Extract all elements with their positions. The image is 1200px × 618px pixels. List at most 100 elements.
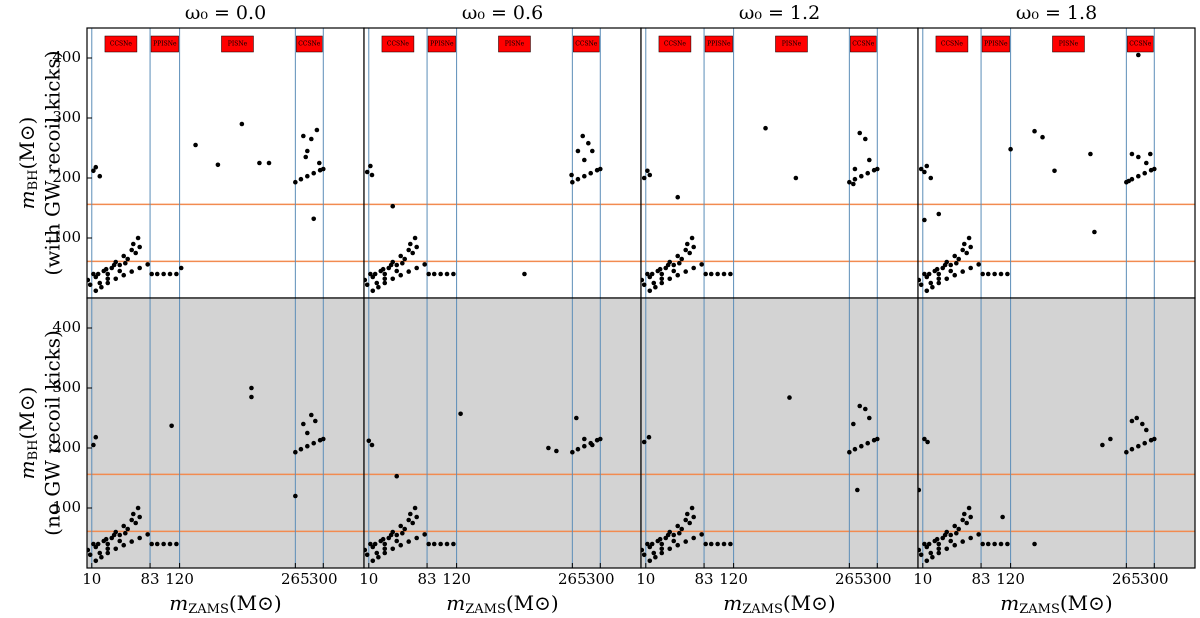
data-point — [374, 280, 380, 286]
data-point — [167, 271, 173, 277]
data-point — [976, 532, 981, 537]
data-point — [597, 436, 603, 442]
data-point — [582, 157, 587, 163]
x-tick-label: 300 — [863, 570, 892, 588]
y-tick-label: 100 — [52, 498, 81, 516]
y-tick-label: 300 — [52, 378, 81, 396]
data-point — [105, 276, 111, 282]
data-point — [936, 211, 942, 217]
data-point — [597, 166, 603, 172]
data-point — [522, 271, 527, 277]
data-point — [458, 411, 463, 417]
data-point — [394, 473, 400, 479]
data-point — [1032, 128, 1037, 134]
data-point — [930, 284, 935, 290]
data-point — [554, 448, 559, 454]
data-point — [431, 271, 437, 277]
data-point — [689, 235, 695, 241]
panel-title: ω₀ = 0.0 — [185, 2, 266, 24]
data-point — [1136, 154, 1141, 160]
data-point — [1005, 541, 1010, 547]
plot-area — [918, 298, 1195, 568]
panel-frame — [917, 297, 1196, 569]
panel-title: ω₀ = 1.8 — [1016, 2, 1097, 24]
data-point — [364, 547, 368, 553]
data-point — [311, 440, 317, 446]
data-point — [414, 535, 419, 541]
data-point — [93, 434, 99, 440]
data-point — [960, 247, 966, 253]
data-point — [985, 541, 991, 547]
y-tick-label: 200 — [52, 168, 81, 186]
data-point — [588, 170, 594, 176]
panel-title: ω₀ = 0.6 — [462, 2, 543, 24]
data-point — [918, 282, 924, 288]
data-point — [105, 541, 111, 547]
x-axis-label: mZAMS(M⊙) — [1000, 591, 1112, 617]
y-axis-label: mBH(M⊙) — [15, 117, 41, 210]
x-axis-label: mZAMS(M⊙) — [446, 591, 558, 617]
data-point — [1126, 178, 1132, 184]
data-point — [145, 262, 150, 267]
data-point — [653, 284, 658, 290]
data-point — [708, 271, 714, 277]
data-point — [137, 514, 142, 520]
data-point — [715, 541, 720, 547]
x-axis-label-unit: (M⊙) — [783, 591, 836, 615]
panel-title: ω₀ = 1.2 — [739, 2, 820, 24]
data-point — [918, 547, 922, 553]
data-point — [410, 520, 415, 526]
data-point — [1144, 427, 1149, 433]
data-point — [667, 276, 673, 282]
data-point — [388, 532, 394, 538]
region-box — [775, 35, 808, 53]
data-point — [193, 142, 198, 148]
data-point — [960, 517, 966, 523]
data-point — [728, 271, 733, 277]
panel: CCSNe PPISNe PISNe CCSNe ω₀ = 1.2 — [640, 2, 919, 299]
data-point — [918, 552, 924, 558]
x-tick-label: 10 — [636, 570, 655, 588]
data-point — [645, 168, 650, 174]
data-point — [942, 532, 948, 538]
x-tick-label: 300 — [586, 570, 615, 588]
data-point — [1136, 52, 1141, 58]
data-point — [1088, 151, 1093, 157]
data-point — [394, 268, 400, 274]
data-point — [586, 140, 591, 146]
data-point — [97, 550, 103, 556]
data-point — [398, 253, 404, 259]
y-tick-label: 300 — [52, 108, 81, 126]
data-point — [382, 546, 388, 552]
data-point — [309, 136, 314, 142]
x-axis-label-symbol: m — [723, 591, 742, 615]
data-point — [647, 558, 653, 564]
data-point — [675, 194, 681, 200]
data-point — [388, 262, 394, 268]
y-axis-label-sub: BH — [26, 169, 41, 190]
data-point — [394, 538, 400, 544]
data-point — [123, 260, 128, 266]
data-point — [942, 262, 948, 268]
data-point — [928, 175, 934, 181]
data-point — [364, 169, 370, 175]
data-point — [687, 250, 692, 256]
data-point — [1142, 440, 1148, 446]
data-point — [948, 268, 954, 274]
region-box — [850, 35, 877, 53]
data-point — [575, 148, 581, 154]
data-point — [87, 277, 91, 283]
data-point — [311, 216, 317, 222]
data-point — [99, 284, 104, 290]
data-point — [918, 166, 924, 172]
panel-background — [918, 298, 1195, 568]
data-point — [954, 260, 959, 266]
data-point — [95, 541, 101, 547]
data-point — [728, 541, 733, 547]
data-point — [675, 253, 681, 259]
data-point — [964, 250, 969, 256]
data-point — [406, 539, 412, 544]
plot-area — [87, 298, 364, 568]
data-point — [985, 271, 991, 277]
